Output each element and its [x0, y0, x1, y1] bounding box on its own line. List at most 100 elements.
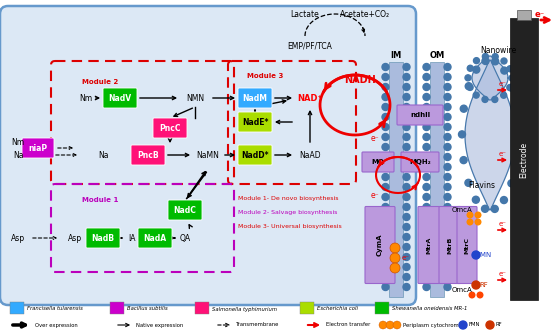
- Circle shape: [472, 196, 480, 203]
- Circle shape: [423, 73, 430, 80]
- Circle shape: [444, 84, 451, 91]
- FancyBboxPatch shape: [86, 228, 120, 248]
- Circle shape: [472, 251, 480, 259]
- Circle shape: [444, 124, 451, 131]
- Circle shape: [423, 254, 430, 261]
- Circle shape: [403, 63, 410, 70]
- Circle shape: [403, 223, 410, 230]
- FancyBboxPatch shape: [238, 112, 272, 132]
- Circle shape: [393, 321, 401, 329]
- Circle shape: [444, 284, 451, 291]
- Circle shape: [508, 84, 515, 91]
- Text: Acetate+CO₂: Acetate+CO₂: [340, 9, 390, 18]
- Text: Native expression: Native expression: [136, 323, 183, 328]
- Circle shape: [492, 54, 498, 59]
- Circle shape: [467, 65, 473, 71]
- Circle shape: [382, 154, 389, 161]
- Text: NaAD: NaAD: [299, 151, 321, 160]
- Text: e⁻: e⁻: [499, 221, 507, 227]
- Circle shape: [444, 63, 451, 70]
- Circle shape: [500, 196, 508, 203]
- Circle shape: [444, 173, 451, 180]
- Text: Electrode: Electrode: [519, 142, 528, 178]
- Polygon shape: [472, 56, 508, 100]
- Text: MQ: MQ: [372, 159, 385, 165]
- Text: Module 1: Module 1: [82, 197, 118, 203]
- Circle shape: [382, 274, 389, 281]
- Text: e⁻: e⁻: [499, 271, 507, 277]
- Circle shape: [465, 83, 472, 90]
- Circle shape: [465, 179, 472, 186]
- Circle shape: [465, 75, 471, 81]
- Circle shape: [390, 243, 400, 253]
- Circle shape: [403, 104, 410, 111]
- Text: niaP: niaP: [29, 144, 48, 153]
- Circle shape: [382, 223, 389, 230]
- Circle shape: [444, 264, 451, 271]
- Circle shape: [423, 284, 430, 291]
- Circle shape: [467, 218, 473, 225]
- Circle shape: [501, 92, 506, 98]
- Text: Lactate: Lactate: [291, 9, 319, 18]
- Text: Nanowire: Nanowire: [480, 45, 516, 54]
- Circle shape: [444, 134, 451, 141]
- Bar: [10, 302, 24, 314]
- Circle shape: [382, 114, 389, 121]
- Circle shape: [403, 203, 410, 210]
- Circle shape: [382, 124, 389, 131]
- Circle shape: [444, 213, 451, 220]
- FancyBboxPatch shape: [365, 206, 395, 284]
- Circle shape: [423, 173, 430, 180]
- Circle shape: [460, 105, 467, 112]
- Bar: [195, 302, 209, 314]
- Text: NAD⁺: NAD⁺: [297, 94, 323, 103]
- Text: ndhII: ndhII: [410, 112, 430, 118]
- Text: QA: QA: [179, 233, 191, 242]
- Circle shape: [458, 131, 466, 138]
- Circle shape: [444, 223, 451, 230]
- Circle shape: [473, 58, 480, 64]
- Circle shape: [423, 274, 430, 281]
- Polygon shape: [465, 60, 515, 210]
- Circle shape: [423, 193, 430, 200]
- Text: Over expression: Over expression: [35, 323, 78, 328]
- Circle shape: [444, 73, 451, 80]
- Circle shape: [513, 157, 520, 164]
- Circle shape: [492, 58, 499, 65]
- FancyBboxPatch shape: [131, 145, 165, 165]
- Circle shape: [423, 94, 430, 101]
- Circle shape: [403, 193, 410, 200]
- Circle shape: [379, 321, 387, 329]
- Text: Flavins: Flavins: [468, 180, 495, 189]
- Text: Nm: Nm: [11, 138, 25, 147]
- Text: Bacillus subtilis: Bacillus subtilis: [127, 307, 168, 312]
- Text: Nm: Nm: [79, 94, 93, 103]
- Circle shape: [444, 94, 451, 101]
- Text: Na: Na: [13, 151, 23, 160]
- Circle shape: [382, 173, 389, 180]
- Circle shape: [423, 144, 430, 151]
- Circle shape: [382, 264, 389, 271]
- Circle shape: [444, 144, 451, 151]
- Text: OmcA: OmcA: [452, 287, 472, 293]
- Circle shape: [444, 254, 451, 261]
- Circle shape: [467, 85, 473, 91]
- Text: Shewanella oneidensis MR-1: Shewanella oneidensis MR-1: [392, 307, 467, 312]
- Text: NadV: NadV: [108, 94, 131, 103]
- Circle shape: [473, 92, 479, 98]
- Circle shape: [460, 157, 467, 164]
- FancyBboxPatch shape: [418, 206, 440, 284]
- Circle shape: [382, 84, 389, 91]
- Circle shape: [475, 218, 481, 225]
- Circle shape: [403, 213, 410, 220]
- Circle shape: [507, 85, 513, 91]
- Circle shape: [473, 66, 480, 73]
- Circle shape: [403, 164, 410, 170]
- Circle shape: [467, 211, 473, 218]
- Text: PncB: PncB: [137, 151, 159, 160]
- Circle shape: [472, 281, 480, 289]
- Circle shape: [403, 84, 410, 91]
- Circle shape: [444, 154, 451, 161]
- Circle shape: [423, 154, 430, 161]
- FancyBboxPatch shape: [362, 152, 394, 172]
